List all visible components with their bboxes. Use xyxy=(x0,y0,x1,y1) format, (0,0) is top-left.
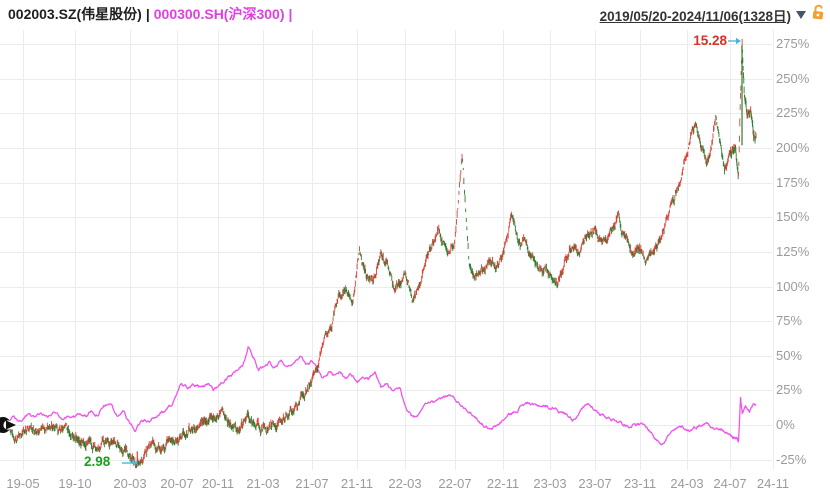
legend-separator-2: | xyxy=(288,6,293,22)
x-axis-label: 24-11 xyxy=(756,476,790,491)
x-axis-label: 22-07 xyxy=(438,476,472,491)
unlock-icon[interactable] xyxy=(810,3,826,25)
y-axis-label: 250% xyxy=(776,70,810,86)
x-axis-label: 20-11 xyxy=(201,476,235,491)
x-axis-label: 21-11 xyxy=(340,476,374,491)
x-axis-label: 19-05 xyxy=(6,476,40,491)
legend: 002003.SZ(伟星股份) | 000300.SH(沪深300) | xyxy=(8,4,296,24)
date-range-control: 2019/05/20-2024/11/06(1328日) xyxy=(600,4,825,25)
y-axis-label: 175% xyxy=(776,174,810,190)
y-axis-label: 25% xyxy=(776,382,803,398)
series1-label[interactable]: 002003.SZ(伟星股份) xyxy=(8,6,142,22)
x-axis-label: 24-07 xyxy=(713,476,747,491)
max-value-label: 15.28 xyxy=(693,33,727,48)
series2-label[interactable]: 000300.SH(沪深300) xyxy=(153,6,285,22)
x-axis-label: 20-03 xyxy=(113,476,147,491)
x-axis-label: 19-10 xyxy=(58,476,92,491)
y-axis-label: 200% xyxy=(776,140,810,156)
y-axis-label: 100% xyxy=(776,278,810,294)
x-axis-label: 22-11 xyxy=(486,476,520,491)
x-axis-label: 21-07 xyxy=(295,476,329,491)
legend-separator: | xyxy=(145,6,150,22)
y-axis-label: -25% xyxy=(776,451,807,467)
x-axis-label: 21-03 xyxy=(246,476,280,491)
x-axis-label: 23-07 xyxy=(578,476,612,491)
y-axis-label: 75% xyxy=(776,313,803,329)
y-axis-label: 50% xyxy=(776,347,803,363)
x-axis-label: 23-11 xyxy=(623,476,657,491)
x-axis-label: 22-03 xyxy=(388,476,422,491)
y-axis-label: 275% xyxy=(776,36,810,52)
min-value-label: 2.98 xyxy=(84,454,111,469)
y-axis-label: 125% xyxy=(776,243,810,259)
x-axis-label: 24-03 xyxy=(670,476,704,491)
y-axis-label: 150% xyxy=(776,209,810,225)
date-range-selector[interactable]: 2019/05/20-2024/11/06(1328日) xyxy=(599,8,791,24)
y-axis-label: 0% xyxy=(776,417,795,432)
x-axis-label: 20-07 xyxy=(160,476,194,491)
y-axis-label: 225% xyxy=(776,105,810,121)
chevron-down-icon[interactable] xyxy=(796,10,806,19)
x-axis-label: 23-03 xyxy=(533,476,567,491)
